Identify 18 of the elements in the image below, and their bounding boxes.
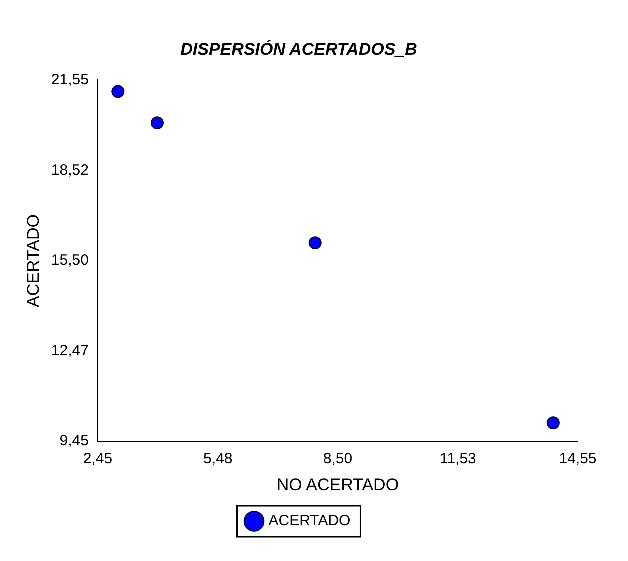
y-tick-label: 15,50 [51, 252, 89, 270]
x-tick-label: 14,55 [559, 450, 597, 468]
y-axis-title: ACERTADO [24, 214, 43, 308]
point [112, 85, 125, 98]
y-tick-label: 18,52 [51, 162, 89, 179]
x-axis-title: NO ACERTADO [276, 475, 400, 494]
y-tick-label: 9,45 [60, 432, 89, 450]
x-tick-label: 11,53 [440, 450, 476, 468]
x-tick-label: 5,48 [204, 450, 233, 468]
x-tick-label: 2,45 [83, 450, 113, 468]
y-tick-label: 12,47 [51, 342, 89, 360]
y-tick-label: 21,55 [51, 72, 89, 89]
point [546, 416, 560, 430]
legend-label: ACERTADO [268, 512, 351, 530]
point [308, 236, 322, 250]
point [150, 116, 164, 130]
x-tick-label: 8,50 [323, 450, 353, 468]
chart-title: DISPERSIÓN ACERTADOS_B [180, 38, 418, 59]
